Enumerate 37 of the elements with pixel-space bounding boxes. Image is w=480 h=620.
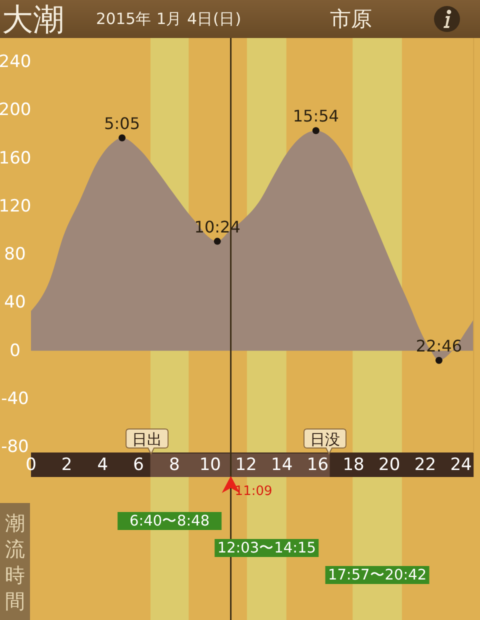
point	[118, 134, 126, 142]
y-tick-label: 40	[4, 292, 26, 313]
x-tick-label: 8	[168, 455, 180, 475]
annotation: 22:46	[416, 336, 462, 356]
x-tick-label: 6	[133, 455, 144, 475]
y-tick-label: 80	[4, 244, 26, 265]
y-tick-label: 200	[0, 100, 32, 120]
point	[312, 127, 320, 134]
y-tick-label: -80	[1, 436, 29, 457]
y-tick-label: 240	[0, 52, 32, 72]
text: 市原	[330, 7, 372, 31]
y-tick-label: 160	[0, 148, 32, 168]
text: 潮流時間	[5, 511, 25, 613]
ref-line-label: 日出	[132, 430, 162, 448]
y-tick-label: -40	[1, 388, 29, 409]
band-label: 12:03〜14:15	[217, 540, 316, 556]
x-tick-label: 18	[342, 455, 364, 475]
ref-line-label: 11:09	[234, 484, 272, 498]
ref-line-label: 日没	[310, 430, 340, 448]
x-tick-label: 22	[414, 455, 436, 475]
x-tick-label: 10	[199, 455, 222, 475]
x-tick-label: 16	[306, 455, 329, 475]
chart-title: 大潮	[2, 2, 64, 38]
x-tick-label: 20	[378, 455, 400, 475]
y-tick-label: 120	[0, 196, 32, 216]
x-tick-label: 2	[61, 455, 72, 475]
point	[435, 356, 442, 364]
x-tick-label: 12	[235, 455, 257, 475]
annotation: 15:54	[292, 106, 339, 126]
x-tick-label: 14	[271, 455, 293, 475]
y-tick-label: 0	[10, 340, 20, 361]
x-tick-label: 24	[450, 455, 472, 475]
annotation: 5:05	[104, 114, 140, 133]
chart-subtitle: 2015年 1月 4日(日)	[96, 10, 242, 28]
x-tick-label: 4	[97, 455, 108, 475]
point	[214, 238, 221, 245]
band-label: 6:40〜8:48	[130, 514, 210, 530]
